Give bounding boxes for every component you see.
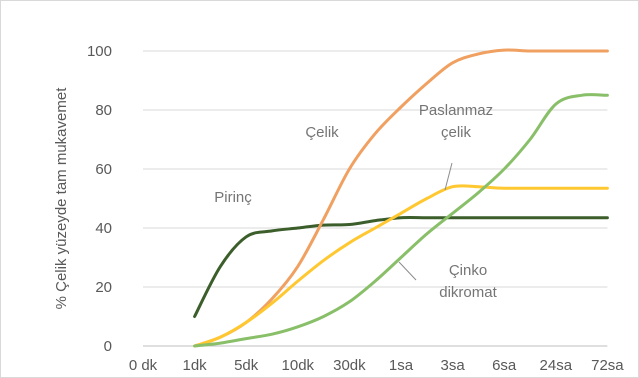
annotation-leaders (398, 162, 453, 281)
y-axis-title: % Çelik yüzeyde tam mukavemet (53, 87, 70, 310)
x-tick-label: 24sa (540, 357, 573, 374)
y-tick-label: 0 (104, 338, 112, 355)
leader-paslanmaz-celik (444, 162, 453, 191)
y-tick-label: 20 (95, 279, 112, 296)
leader-cinko-dikromat (398, 261, 417, 281)
gridlines (143, 50, 608, 288)
x-tick-label: 6sa (492, 357, 517, 374)
x-tick-labels: 0 dk 1dk 5dk 10dk 30dk 1sa 3sa 6sa 24sa 72sa (129, 357, 624, 374)
x-tick-label: 72sa (591, 357, 624, 374)
series-line-cinko-dikromat (193, 93, 609, 348)
y-tick-label: 80 (95, 102, 112, 119)
x-tick-label: 1sa (389, 357, 414, 374)
annotation-cinko-dikromat-line-1: Çinko (449, 262, 487, 279)
x-tick-label: 5dk (234, 357, 259, 374)
x-tick-label: 1dk (183, 357, 208, 374)
series-lines (193, 48, 609, 348)
series-line-celik (193, 48, 609, 348)
series-annotations: Pirinç Çelik Paslanmaz çelik Çinko dikromat (214, 102, 497, 301)
annotation-cinko-dikromat-line-2: dikromat (439, 284, 497, 301)
y-tick-label: 60 (95, 161, 112, 178)
annotation-paslanmaz-celik-line-2: çelik (441, 124, 472, 141)
x-tick-label: 0 dk (129, 357, 158, 374)
x-tick-label: 10dk (282, 357, 315, 374)
annotation-pirinc-line-1: Pirinç (214, 189, 252, 206)
x-tick-label: 3sa (441, 357, 466, 374)
y-tick-label: 100 (87, 43, 112, 60)
series-line-pirinc (193, 215, 609, 318)
series-line-paslanmaz-celik (193, 184, 609, 348)
annotation-paslanmaz-celik-line-1: Paslanmaz (419, 102, 493, 119)
y-tick-label: 40 (95, 220, 112, 237)
x-tick-label: 30dk (333, 357, 366, 374)
annotation-celik-line-1: Çelik (305, 124, 339, 141)
y-tick-labels: 0 20 40 60 80 100 (87, 43, 112, 355)
